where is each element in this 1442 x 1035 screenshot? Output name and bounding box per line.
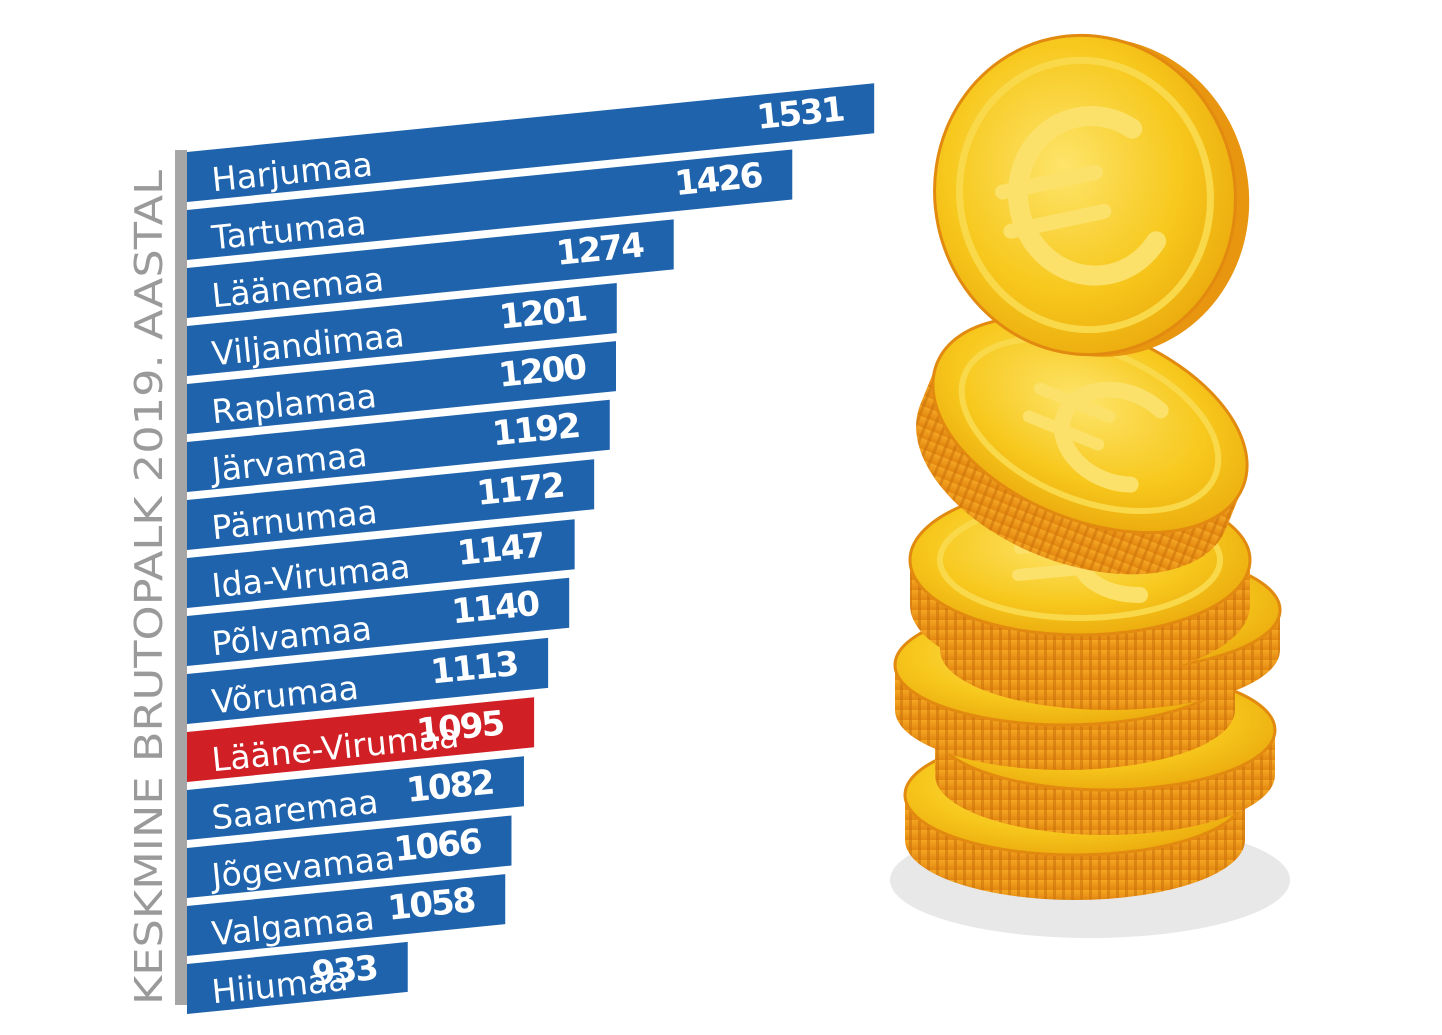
bar-võrumaa [187, 637, 549, 724]
bar-hiiumaa [187, 941, 408, 1014]
bar-lääne-virumaa [187, 697, 535, 782]
bar-value: 1058 [386, 880, 477, 928]
euro-coin [933, 33, 1250, 357]
bar-läänemaa [187, 219, 674, 318]
bars-group: Harjumaa1531Tartumaa1426Läänemaa1274Vilj… [187, 83, 875, 1014]
bar-harjumaa [187, 83, 875, 202]
bar-value: 1200 [497, 347, 589, 396]
chart-title: KESKMINE BRUTOPALK 2019. AASTAL [127, 170, 171, 1005]
bar-value: 1172 [475, 465, 565, 513]
euro-coin [916, 315, 1249, 575]
bar-value: 1192 [490, 406, 580, 454]
bar-viljandimaa [187, 283, 617, 376]
bar-raplamaa [187, 341, 616, 434]
bar-value: 1274 [554, 225, 646, 274]
bar-value: 1095 [415, 703, 506, 751]
bar-ida-virumaa [187, 519, 575, 608]
bar-value: 933 [310, 948, 379, 994]
bar-value: 1066 [392, 822, 483, 870]
bar-value: 1082 [405, 762, 495, 810]
bar-järvamaa [187, 399, 610, 492]
bar-value: 1201 [497, 289, 588, 337]
bar-value: 1113 [429, 644, 519, 692]
bar-value: 1531 [755, 89, 846, 137]
bar-value: 1140 [450, 584, 542, 633]
bar-jõgevamaa [187, 815, 512, 898]
bar-pärnumaa [187, 459, 595, 550]
bar-tartumaa [187, 149, 793, 260]
bar-value: 1147 [455, 525, 545, 573]
bar-value: 1426 [673, 156, 764, 204]
axis-line [175, 150, 187, 1005]
euro-coin-stack-icon [890, 33, 1290, 938]
bar-valgamaa [187, 874, 506, 956]
bar-saaremaa [187, 756, 524, 840]
bar-põlvamaa [187, 577, 570, 666]
